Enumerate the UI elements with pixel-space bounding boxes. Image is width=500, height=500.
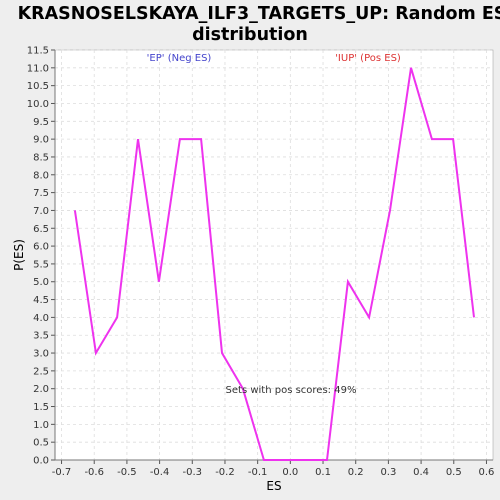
y-tick-label: 9.0 xyxy=(33,135,49,146)
x-tick-label: 0.0 xyxy=(282,467,298,478)
y-tick-label: 5.5 xyxy=(33,259,49,270)
x-tick-label: -0.3 xyxy=(183,467,203,478)
y-tick-label: 7.0 xyxy=(33,206,49,217)
y-tick-label: 1.5 xyxy=(33,402,49,413)
y-tick-label: 0.0 xyxy=(33,456,49,467)
y-tick-label: 8.5 xyxy=(33,152,49,163)
x-tick-label: 0.6 xyxy=(479,467,495,478)
y-tick-label: 9.5 xyxy=(33,117,49,128)
y-tick-label: 5.0 xyxy=(33,277,49,288)
x-tick-label: -0.4 xyxy=(150,467,170,478)
y-tick-label: 7.5 xyxy=(33,188,49,199)
annotation-pos-scores: Sets with pos scores: 49% xyxy=(226,385,357,396)
x-tick-label: -0.1 xyxy=(248,467,268,478)
series-line xyxy=(73,67,475,461)
y-tick-label: 3.0 xyxy=(33,349,49,360)
y-axis: 0.0 0.5 1.0 1.5 2.0 2.5 3.0 3.5 4.0 4.5 5.0 5.5 6.0 6… xyxy=(27,46,56,467)
y-tick-label: 0.5 xyxy=(33,438,49,449)
x-tick-label: 0.3 xyxy=(380,467,396,478)
y-tick-label: 11.0 xyxy=(27,63,49,74)
x-tick-label: 0.5 xyxy=(446,467,462,478)
grid xyxy=(55,49,493,461)
y-tick-label: 10.0 xyxy=(27,99,49,110)
y-tick-label: 2.0 xyxy=(33,384,49,395)
x-tick-label: -0.5 xyxy=(117,467,137,478)
plot-area xyxy=(54,49,494,461)
annotation-iup-pos-es: 'IUP' (Pos ES) xyxy=(335,53,401,64)
y-tick-label: 1.0 xyxy=(33,420,49,431)
x-tick-label: -0.7 xyxy=(52,467,72,478)
y-tick-label: 4.5 xyxy=(33,295,49,306)
chart-title-line1: KRASNOSELSKAYA_ILF3_TARGETS_UP: Random E… xyxy=(18,4,500,24)
x-tick-label: -0.2 xyxy=(215,467,235,478)
x-axis-label: ES xyxy=(266,479,281,493)
chart-title-line2: distribution xyxy=(192,25,308,45)
y-tick-label: 10.5 xyxy=(27,81,49,92)
y-axis-label: P(ES) xyxy=(12,239,26,271)
x-tick-label: 0.2 xyxy=(348,467,364,478)
x-tick-label: -0.6 xyxy=(84,467,104,478)
y-tick-label: 8.0 xyxy=(33,170,49,181)
y-tick-label: 3.5 xyxy=(33,331,49,342)
y-tick-label: 2.5 xyxy=(33,366,49,377)
annotation-ep-neg-es: 'EP' (Neg ES) xyxy=(147,53,212,64)
x-tick-label: 0.4 xyxy=(413,467,429,478)
y-tick-label: 6.0 xyxy=(33,242,49,253)
x-tick-label: 0.1 xyxy=(315,467,331,478)
series-group xyxy=(73,67,475,461)
x-axis: -0.7 -0.6 -0.5 -0.4 -0.3 -0.2 -0.1 0.0 0.1 0.2 0.3… xyxy=(52,459,495,478)
y-tick-label: 4.0 xyxy=(33,313,49,324)
y-tick-label: 11.5 xyxy=(27,46,49,57)
y-tick-label: 6.5 xyxy=(33,224,49,235)
